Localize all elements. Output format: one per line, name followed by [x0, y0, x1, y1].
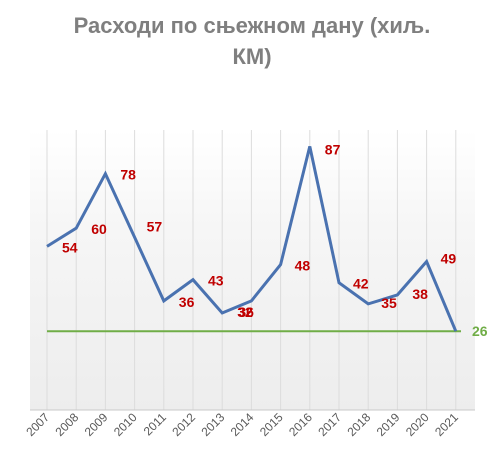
x-tick-label-2010: 2010: [111, 410, 140, 439]
chart-title-line-2: КМ): [232, 44, 272, 69]
data-label-2010: 57: [147, 218, 163, 234]
x-tick-label-2018: 2018: [345, 410, 374, 439]
series-line: [46, 146, 458, 332]
data-label-2014: 36: [238, 304, 254, 320]
x-tick-label-2015: 2015: [257, 410, 286, 439]
data-label-2020: 49: [441, 251, 457, 267]
data-label-2016: 87: [325, 141, 341, 157]
data-label-2008: 60: [91, 221, 107, 237]
x-tick-label-2016: 2016: [286, 410, 315, 439]
chart-title-line-1: Расходи по сњежном дану (хиљ.: [73, 13, 431, 38]
data-label-2013: 32: [237, 304, 253, 320]
x-tick-label-2020: 2020: [403, 410, 432, 439]
x-tick-label-2009: 2009: [82, 410, 111, 439]
x-tick-label-2008: 2008: [53, 410, 82, 439]
x-tick-label-2014: 2014: [228, 410, 257, 439]
plot-area: [30, 130, 475, 410]
chart-title: Расходи по сњежном дану (хиљ. КМ): [0, 10, 504, 72]
data-label-2019: 38: [412, 286, 428, 302]
x-tick-label-2011: 2011: [141, 410, 169, 438]
data-label-2009: 78: [120, 167, 136, 183]
data-label-2007: 54: [62, 239, 78, 255]
reference-line-label: 26: [472, 323, 488, 339]
series-group: [46, 146, 458, 332]
x-tick-label-2021: 2021: [432, 410, 461, 439]
x-tick-label-2017: 2017: [315, 410, 344, 439]
data-label-2012: 43: [208, 273, 224, 289]
vertical-gridlines: [46, 130, 457, 410]
data-label-2018: 35: [381, 295, 397, 311]
data-label-2017: 42: [353, 276, 369, 292]
x-tick-label-2007: 2007: [23, 410, 52, 439]
data-label-2015: 48: [295, 258, 311, 274]
x-tick-labels-group: 2007 2008 2009 2010 2011 2012 2013 2014 2015 2016…: [23, 410, 461, 439]
x-tick-label-2012: 2012: [169, 410, 198, 439]
data-label-2011: 36: [179, 294, 195, 310]
x-tick-label-2019: 2019: [374, 410, 403, 439]
x-tick-label-2013: 2013: [199, 410, 228, 439]
